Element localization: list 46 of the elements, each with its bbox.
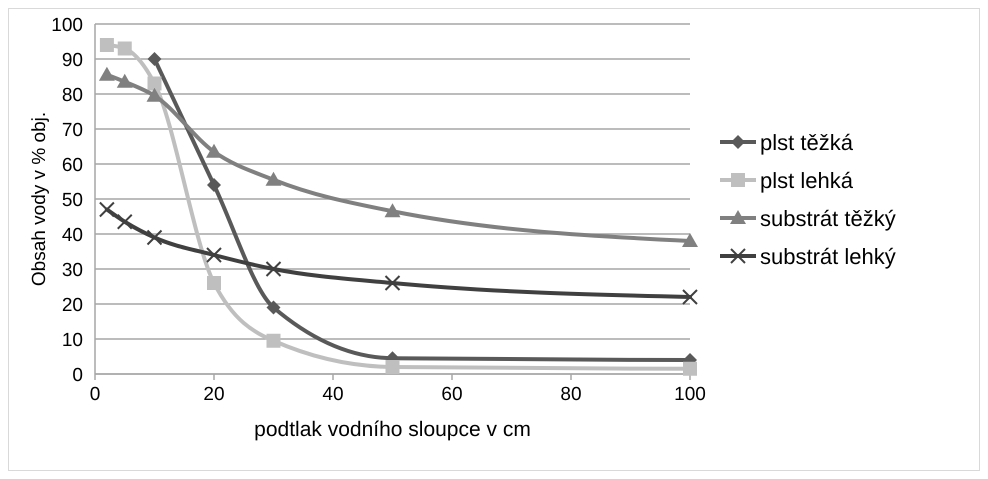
x-axis-title: podtlak vodního sloupce v cm (254, 418, 531, 441)
point (118, 42, 132, 56)
point (98, 202, 115, 218)
point (148, 76, 162, 90)
legend-label: plst těžká (760, 130, 854, 155)
legend-label: substrát těžký (760, 206, 896, 231)
x-tick-label: 0 (90, 384, 100, 405)
point (116, 214, 133, 230)
point (207, 178, 221, 192)
y-tick-label: 0 (72, 365, 83, 386)
point (148, 52, 162, 66)
point (146, 230, 162, 246)
point (682, 289, 698, 305)
y-tick-label: 100 (51, 15, 83, 36)
point (207, 276, 221, 290)
point (266, 300, 280, 314)
y-tick-label: 90 (62, 50, 83, 71)
x-tick-label: 40 (322, 384, 344, 405)
legend-label: substrát lehký (760, 244, 896, 269)
point (386, 360, 400, 374)
x-tick-label: 80 (560, 384, 582, 405)
point (206, 247, 222, 263)
y-tick-label: 20 (62, 295, 83, 316)
point (206, 144, 222, 158)
point (100, 38, 114, 52)
point (384, 275, 400, 291)
point (98, 66, 115, 81)
x-tick-label: 100 (674, 384, 706, 405)
point (116, 74, 133, 88)
legend-label: plst lehká (760, 168, 854, 193)
y-tick-label: 10 (62, 330, 83, 351)
y-tick-label: 40 (62, 225, 83, 246)
y-tick-label: 50 (62, 190, 83, 211)
point (682, 233, 698, 247)
point (266, 172, 282, 186)
point (266, 334, 280, 348)
y-tick-label: 70 (62, 120, 83, 141)
point (266, 261, 282, 277)
y-tick-label: 30 (62, 260, 83, 281)
y-tick-label: 60 (62, 155, 83, 176)
y-axis-title: Obsah vody v % obj. (29, 112, 50, 286)
x-tick-label: 60 (441, 384, 463, 405)
point (683, 362, 697, 376)
y-tick-label: 80 (62, 85, 83, 106)
point (384, 203, 400, 218)
x-tick-label: 20 (203, 384, 225, 405)
